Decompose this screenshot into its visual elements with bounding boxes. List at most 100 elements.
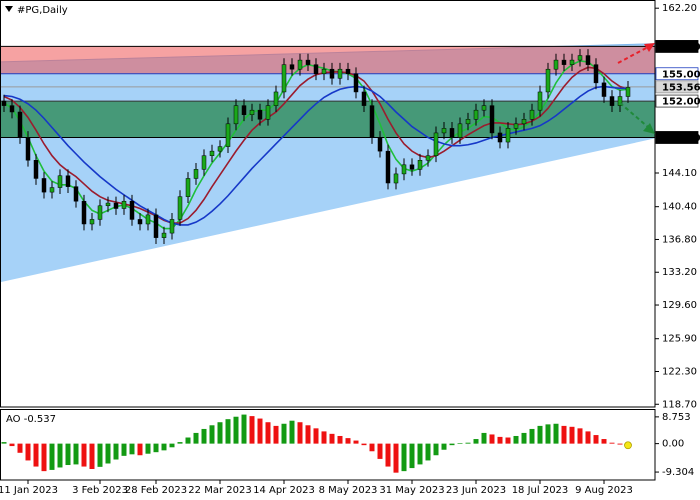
ao-bar: [361, 443, 367, 446]
x-tick-label: 3 Feb 2023: [72, 485, 128, 496]
ao-bar: [513, 435, 519, 444]
ao-bar: [617, 443, 623, 445]
x-tick-label: 31 May 2023: [379, 485, 444, 496]
y-tick-label: 144.10: [662, 168, 697, 179]
candle-body: [217, 146, 223, 152]
candle-body: [609, 96, 615, 106]
ao-bar: [177, 442, 183, 444]
y-tick-label: 122.30: [662, 366, 697, 377]
candle-body: [521, 119, 527, 125]
candle-body: [601, 82, 607, 97]
candle-body: [169, 219, 175, 234]
ao-bar: [81, 443, 87, 467]
candle-body: [121, 200, 127, 209]
ao-bar: [353, 440, 359, 444]
candle-body: [257, 109, 263, 120]
ao-bar: [137, 443, 143, 456]
candle-body: [81, 200, 87, 225]
candle-body: [417, 160, 423, 170]
x-tick-label: 9 Aug 2023: [575, 485, 633, 496]
candle-body: [345, 68, 351, 75]
candle-body: [385, 150, 391, 184]
level-label: 155.00: [662, 69, 700, 80]
candle-body: [209, 150, 215, 156]
y-tick-label: 140.40: [662, 202, 697, 213]
ao-bar: [497, 436, 503, 444]
ao-bar: [305, 425, 311, 444]
candle-body: [265, 105, 271, 120]
candle-body: [161, 232, 167, 238]
ao-bar: [433, 443, 439, 456]
candle-body: [49, 187, 55, 193]
candle-body: [473, 109, 479, 120]
down-arrow: [619, 102, 649, 128]
candle-body: [585, 55, 591, 65]
ao-bar: [465, 442, 471, 444]
ao-bar: [113, 443, 119, 460]
ao-frame: [0, 409, 656, 481]
ao-bar: [489, 434, 495, 444]
ao-bar: [385, 443, 391, 467]
candle-body: [145, 214, 151, 225]
candle-body: [25, 137, 31, 161]
candle-body: [537, 91, 543, 111]
ao-y-tick-label: 8.753: [662, 412, 691, 423]
ao-bar: [257, 418, 263, 444]
price-frame: [0, 0, 656, 408]
ao-bar: [409, 443, 415, 469]
ao-bar: [265, 422, 271, 444]
ao-bar: [441, 443, 447, 450]
ao-bar: [425, 443, 431, 461]
candle-body: [505, 128, 511, 143]
ao-bar: [601, 439, 607, 444]
ao-bar: [65, 443, 71, 466]
candle-body: [481, 105, 487, 111]
level-label: 152.00: [662, 97, 700, 108]
moving-average: [3, 85, 628, 226]
candle-body: [577, 55, 583, 61]
ao-bar: [25, 443, 31, 461]
ao-bar: [193, 432, 199, 444]
candle-body: [625, 87, 631, 97]
y-tick-label: 162.20: [662, 3, 697, 14]
ao-y-tick-label: -9.304: [662, 467, 694, 478]
zone: [0, 101, 655, 138]
ao-bar: [209, 425, 215, 444]
ao-bar: [529, 428, 535, 444]
candle-body: [1, 100, 7, 106]
candle-body: [561, 59, 567, 65]
ao-bar: [481, 432, 487, 444]
level-label-box: [655, 131, 699, 144]
ao-bar: [121, 443, 127, 456]
candle-body: [57, 175, 63, 188]
ao-bar: [417, 443, 423, 465]
level-label: 153.56: [662, 82, 700, 93]
y-tick-label: 129.60: [662, 300, 697, 311]
candle-body: [489, 105, 495, 134]
ao-bar: [553, 423, 559, 444]
ao-bar: [153, 443, 159, 453]
candle-body: [41, 178, 47, 193]
price-panel: [0, 43, 656, 283]
candle-body: [465, 119, 471, 125]
candle-body: [73, 186, 79, 202]
ao-bar: [145, 443, 151, 454]
candle-body: [201, 155, 207, 170]
ao-bar: [1, 442, 7, 444]
candle-body: [9, 105, 15, 113]
ao-bar: [161, 443, 167, 451]
ao-bar: [577, 428, 583, 444]
candle-body: [321, 68, 327, 75]
level-label-box: [655, 94, 699, 108]
level-label-box: [655, 67, 699, 81]
level-label: 158.00: [662, 42, 700, 53]
candle-body: [313, 64, 319, 75]
y-tick-label: 125.90: [662, 334, 697, 345]
ao-bar: [585, 431, 591, 444]
candle-body: [377, 137, 383, 152]
title-icon: [5, 6, 13, 12]
ao-bar: [457, 443, 463, 444]
candle-body: [249, 109, 255, 115]
